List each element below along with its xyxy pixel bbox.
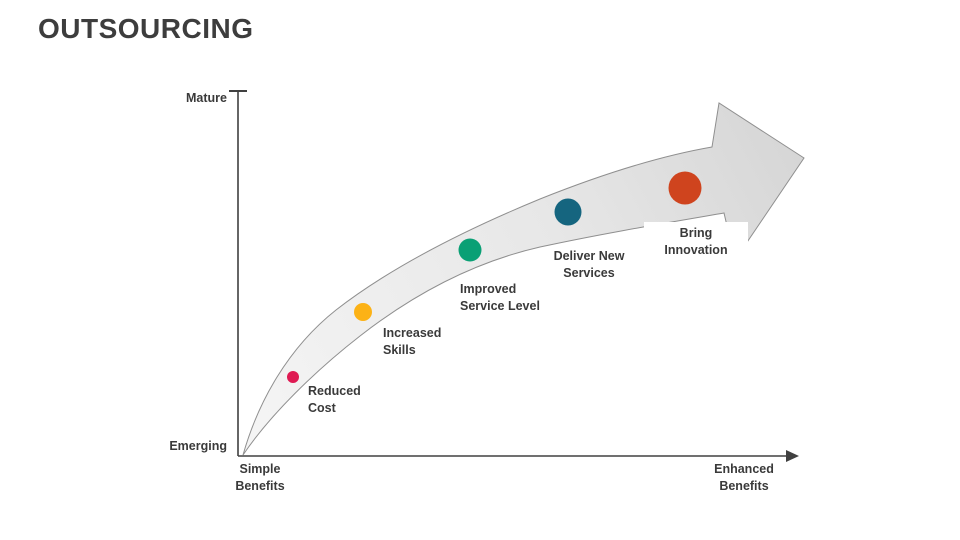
stage-dot-improved-service-level — [458, 238, 482, 262]
stage-label-increased-skills: Increased Skills — [383, 326, 442, 357]
stage-dot-bring-innovation — [668, 171, 702, 205]
x-axis-arrowhead-icon — [786, 450, 799, 462]
x-axis-left-label: Simple Benefits — [235, 462, 285, 493]
stage-dot-deliver-new-services — [554, 198, 582, 226]
growth-arrow — [242, 102, 805, 456]
stage-dot-increased-skills — [354, 303, 372, 321]
stage-label-reduced-cost: Reduced Cost — [308, 384, 361, 415]
y-axis-top-label: Mature — [186, 91, 227, 105]
slide-title: OUTSOURCING — [38, 13, 254, 44]
y-axis-bottom-label: Emerging — [169, 439, 227, 453]
stage-dot-reduced-cost — [287, 371, 299, 383]
stage-label-deliver-new-services: Deliver New Services — [553, 249, 625, 280]
x-axis-right-label: Enhanced Benefits — [714, 462, 774, 493]
stage-label-bring-innovation: Bring Innovation — [644, 222, 748, 267]
stage-label-improved-service-level: Improved Service Level — [460, 282, 540, 313]
